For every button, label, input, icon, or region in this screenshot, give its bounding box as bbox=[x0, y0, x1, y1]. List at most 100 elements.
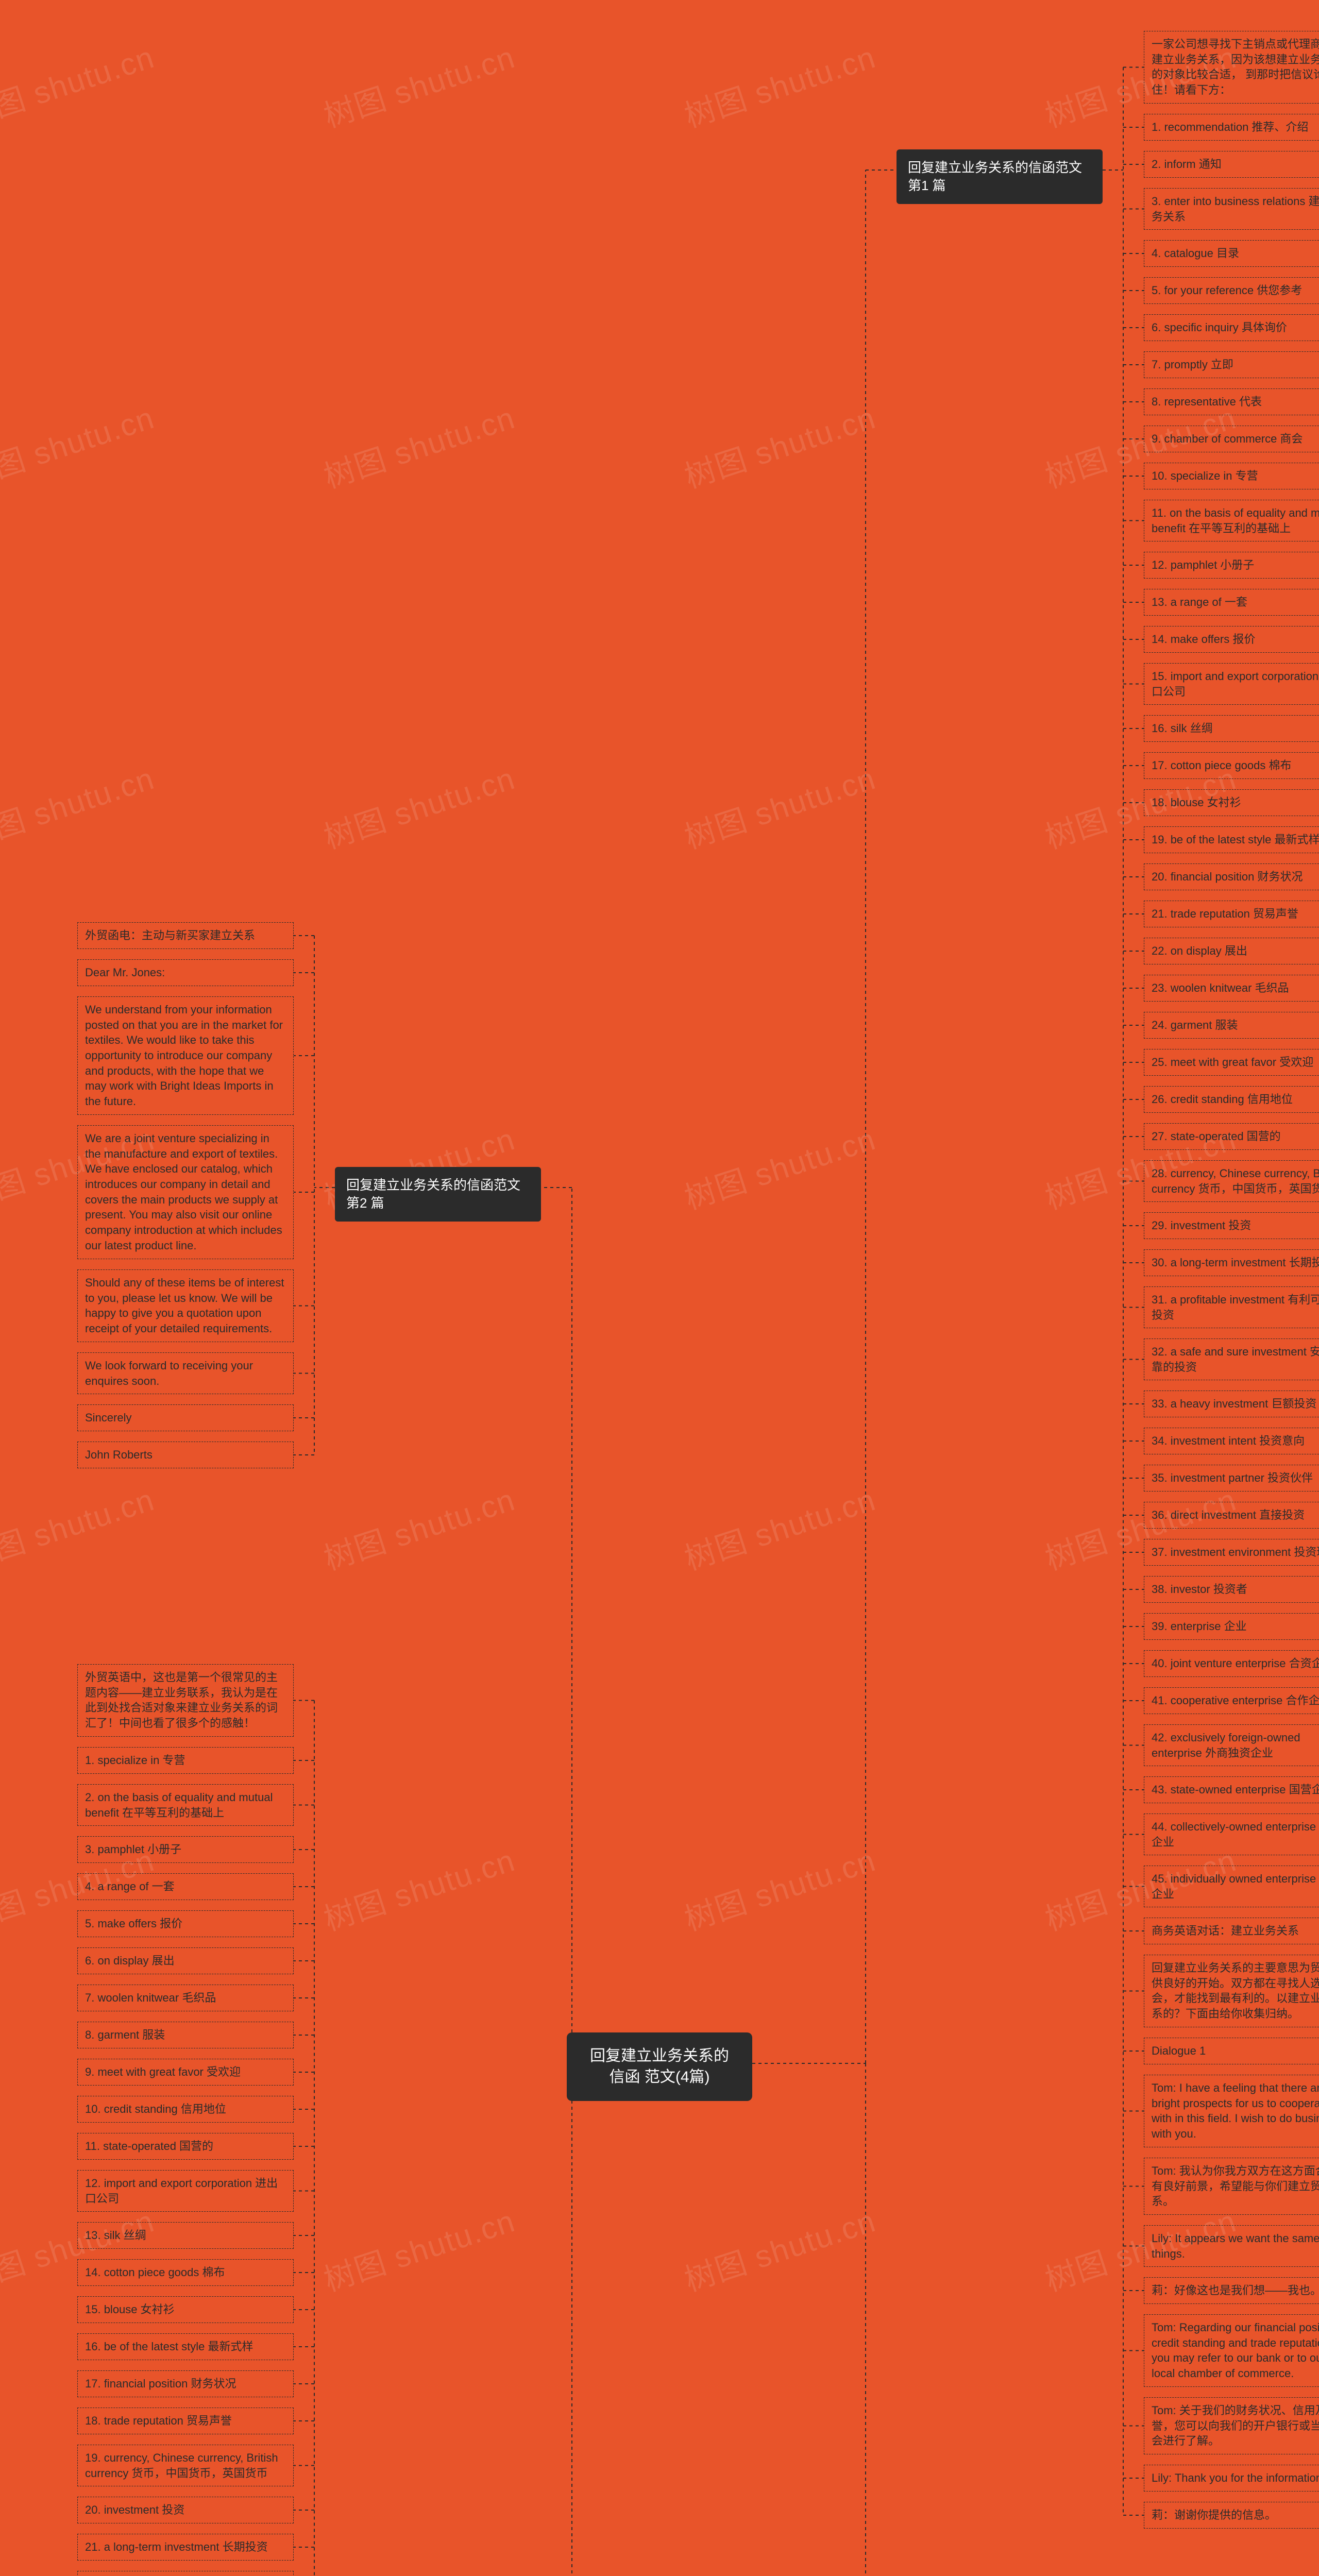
leaf-4-18: 17. financial position 财务状况 bbox=[77, 2370, 294, 2397]
leaf-1-33: 32. a safe and sure investment 安全可靠的投资 bbox=[1144, 1338, 1319, 1380]
leaf-4-13: 12. import and export corporation 进出口公司 bbox=[77, 2170, 294, 2212]
leaf-4-12: 11. state-operated 国营的 bbox=[77, 2133, 294, 2160]
leaf-4-11: 10. credit standing 信用地位 bbox=[77, 2096, 294, 2123]
leaf-1-27: 26. credit standing 信用地位 bbox=[1144, 1086, 1319, 1113]
watermark: 树图 shutu.cn bbox=[0, 32, 160, 137]
leaf-1-32: 31. a profitable investment 有利可得的投资 bbox=[1144, 1286, 1319, 1328]
leaf-2-5: Should any of these items be of interest… bbox=[77, 1269, 294, 1342]
leaf-4-5: 4. a range of 一套 bbox=[77, 1873, 294, 1900]
leaf-1-56: Lily: Thank you for the information. bbox=[1144, 2465, 1319, 2492]
watermark: 树图 shutu.cn bbox=[678, 1836, 881, 1940]
mindmap-stage: 树图 shutu.cn 树图 shutu.cn 树图 shutu.cn 树图 shut… bbox=[0, 0, 1319, 2576]
leaf-4-6: 5. make offers 报价 bbox=[77, 1910, 294, 1937]
watermark: 树图 shutu.cn bbox=[317, 754, 520, 858]
watermark: 树图 shutu.cn bbox=[678, 393, 881, 497]
leaf-1-36: 35. investment partner 投资伙伴 bbox=[1144, 1465, 1319, 1492]
leaf-1-11: 10. specialize in 专营 bbox=[1144, 463, 1319, 489]
leaf-1-3: 2. inform 通知 bbox=[1144, 151, 1319, 178]
leaf-1-57: 莉：谢谢你提供的信息。 bbox=[1144, 2502, 1319, 2529]
leaf-2-6: We look forward to receiving your enquir… bbox=[77, 1352, 294, 1394]
leaf-4-2: 1. specialize in 专营 bbox=[77, 1747, 294, 1774]
leaf-4-4: 3. pamphlet 小册子 bbox=[77, 1836, 294, 1863]
leaf-1-51: Tom: 我认为你我方双方在这方面合作会有良好前景，希望能与你们建立贸易关系。 bbox=[1144, 2158, 1319, 2215]
leaf-4-17: 16. be of the latest style 最新式样 bbox=[77, 2333, 294, 2360]
watermark: 树图 shutu.cn bbox=[678, 2196, 881, 2300]
leaf-1-2: 1. recommendation 推荐、介绍 bbox=[1144, 114, 1319, 141]
leaf-1-21: 20. financial position 财务状况 bbox=[1144, 863, 1319, 890]
watermark: 树图 shutu.cn bbox=[678, 32, 881, 137]
leaf-1-41: 40. joint venture enterprise 合资企业 bbox=[1144, 1650, 1319, 1677]
leaf-1-35: 34. investment intent 投资意向 bbox=[1144, 1428, 1319, 1454]
leaf-1-44: 43. state-owned enterprise 国营企业 bbox=[1144, 1776, 1319, 1803]
leaf-1-20: 19. be of the latest style 最新式样 bbox=[1144, 826, 1319, 853]
leaf-1-55: Tom: 关于我们的财务状况、信用及声誉，您可以向我们的开户银行或当地商会进行了… bbox=[1144, 2397, 1319, 2454]
leaf-1-47: 商务英语对话：建立业务关系 bbox=[1144, 1918, 1319, 1944]
watermark: 树图 shutu.cn bbox=[0, 393, 160, 497]
branch-2: 回复建立业务关系的信函范文 第2 篇 bbox=[335, 1167, 541, 1222]
watermark: 树图 shutu.cn bbox=[678, 754, 881, 858]
leaf-1-13: 12. pamphlet 小册子 bbox=[1144, 552, 1319, 579]
leaf-1-31: 30. a long-term investment 长期投资 bbox=[1144, 1249, 1319, 1276]
leaf-1-18: 17. cotton piece goods 棉布 bbox=[1144, 752, 1319, 779]
leaf-2-4: We are a joint venture specializing in t… bbox=[77, 1125, 294, 1259]
leaf-1-10: 9. chamber of commerce 商会 bbox=[1144, 426, 1319, 452]
leaf-1-48: 回复建立业务关系的主要意思为贸易提供良好的开始。双方都在寻找人选的机会，才能找到… bbox=[1144, 1955, 1319, 2027]
leaf-1-39: 38. investor 投资者 bbox=[1144, 1576, 1319, 1603]
leaf-1-50: Tom: I have a feeling that there are bri… bbox=[1144, 2075, 1319, 2147]
leaf-1-25: 24. garment 服装 bbox=[1144, 1012, 1319, 1039]
leaf-1-42: 41. cooperative enterprise 合作企业 bbox=[1144, 1687, 1319, 1714]
watermark: 树图 shutu.cn bbox=[317, 1836, 520, 1940]
watermark: 树图 shutu.cn bbox=[1039, 2557, 1242, 2576]
root-node: 回复建立业务关系的信函 范文(4篇) bbox=[567, 2032, 752, 2101]
leaf-2-3: We understand from your information post… bbox=[77, 996, 294, 1115]
leaf-2-7: Sincerely bbox=[77, 1404, 294, 1431]
leaf-1-24: 23. woolen knitwear 毛织品 bbox=[1144, 975, 1319, 1002]
watermark: 树图 shutu.cn bbox=[0, 754, 160, 858]
leaf-1-54: Tom: Regarding our financial position, c… bbox=[1144, 2314, 1319, 2387]
leaf-4-21: 20. investment 投资 bbox=[77, 2497, 294, 2523]
leaf-4-10: 9. meet with great favor 受欢迎 bbox=[77, 2059, 294, 2086]
leaf-1-43: 42. exclusively foreign-owned enterprise… bbox=[1144, 1724, 1319, 1766]
leaf-1-34: 33. a heavy investment 巨额投资 bbox=[1144, 1391, 1319, 1417]
leaf-1-29: 28. currency, Chinese currency, British … bbox=[1144, 1160, 1319, 1202]
leaf-1-7: 6. specific inquiry 具体询价 bbox=[1144, 314, 1319, 341]
watermark: 树图 shutu.cn bbox=[317, 393, 520, 497]
leaf-4-8: 7. woolen knitwear 毛织品 bbox=[77, 1985, 294, 2011]
leaf-2-1: 外贸函电：主动与新买家建立关系 bbox=[77, 922, 294, 949]
leaf-1-40: 39. enterprise 企业 bbox=[1144, 1613, 1319, 1640]
leaf-1-45: 44. collectively-owned enterprise 集体企业 bbox=[1144, 1814, 1319, 1855]
watermark: 树图 shutu.cn bbox=[317, 2557, 520, 2576]
leaf-4-14: 13. silk 丝绸 bbox=[77, 2222, 294, 2249]
watermark: 树图 shutu.cn bbox=[317, 2196, 520, 2300]
watermark: 树图 shutu.cn bbox=[0, 1475, 160, 1579]
leaf-1-28: 27. state-operated 国营的 bbox=[1144, 1123, 1319, 1150]
leaf-1-17: 16. silk 丝绸 bbox=[1144, 715, 1319, 742]
watermark: 树图 shutu.cn bbox=[317, 32, 520, 137]
watermark: 树图 shutu.cn bbox=[317, 1475, 520, 1579]
leaf-4-15: 14. cotton piece goods 棉布 bbox=[77, 2259, 294, 2286]
leaf-4-19: 18. trade reputation 贸易声誉 bbox=[77, 2408, 294, 2434]
leaf-4-9: 8. garment 服装 bbox=[77, 2022, 294, 2048]
leaf-1-46: 45. individually owned enterprise 个体企业 bbox=[1144, 1866, 1319, 1907]
leaf-1-8: 7. promptly 立即 bbox=[1144, 351, 1319, 378]
leaf-4-22: 21. a long-term investment 长期投资 bbox=[77, 2534, 294, 2561]
leaf-4-20: 19. currency, Chinese currency, British … bbox=[77, 2445, 294, 2486]
leaf-1-14: 13. a range of 一套 bbox=[1144, 589, 1319, 616]
leaf-1-22: 21. trade reputation 贸易声誉 bbox=[1144, 901, 1319, 927]
leaf-4-7: 6. on display 展出 bbox=[77, 1947, 294, 1974]
leaf-1-19: 18. blouse 女衬衫 bbox=[1144, 789, 1319, 816]
leaf-1-38: 37. investment environment 投资环境 bbox=[1144, 1539, 1319, 1566]
leaf-1-15: 14. make offers 报价 bbox=[1144, 626, 1319, 653]
watermark: 树图 shutu.cn bbox=[678, 1475, 881, 1579]
leaf-1-6: 5. for your reference 供您参考 bbox=[1144, 277, 1319, 304]
leaf-1-1: 一家公司想寻找下主销点或代理商公司建立业务关系，因为该想建立业务关系的对象比较合… bbox=[1144, 31, 1319, 104]
leaf-4-1: 外贸英语中，这也是第一个很常见的主题内容——建立业务联系，我认为是在此到处找合适… bbox=[77, 1664, 294, 1737]
leaf-1-49: Dialogue 1 bbox=[1144, 2038, 1319, 2064]
leaf-4-16: 15. blouse 女衬衫 bbox=[77, 2296, 294, 2323]
leaf-4-23: 22. a profitable investment 有利可得的投资 bbox=[77, 2571, 294, 2576]
leaf-1-52: Lily: It appears we want the same things… bbox=[1144, 2225, 1319, 2267]
leaf-1-53: 莉：好像这也是我们想——我也。 bbox=[1144, 2277, 1319, 2304]
leaf-1-37: 36. direct investment 直接投资 bbox=[1144, 1502, 1319, 1529]
watermark: 树图 shutu.cn bbox=[678, 1114, 881, 1218]
leaf-4-3: 2. on the basis of equality and mutual b… bbox=[77, 1784, 294, 1826]
